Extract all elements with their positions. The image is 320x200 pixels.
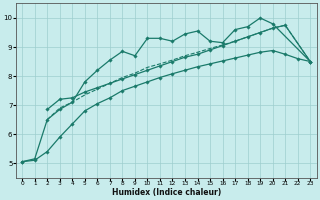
X-axis label: Humidex (Indice chaleur): Humidex (Indice chaleur) bbox=[112, 188, 221, 197]
